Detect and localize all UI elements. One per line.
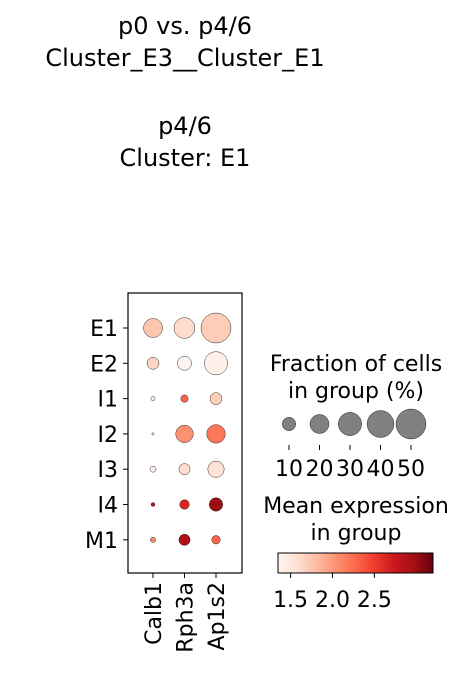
dot-I2-Rph3a — [175, 424, 194, 443]
dot-E2-Rph3a — [177, 356, 192, 371]
size-legend-dot-20 — [309, 414, 330, 434]
colorbar-ticks: 1.5 2.0 2.5 — [273, 573, 392, 613]
row-label-I2: I2 — [98, 423, 119, 448]
colorbar — [277, 552, 434, 574]
dot-I2-Calb1 — [151, 432, 155, 436]
chart-title-line-4: Cluster: E1 — [119, 144, 251, 172]
size-legend-label-10: 10 — [275, 457, 303, 482]
row-label-I3: I3 — [98, 458, 119, 483]
size-legend-title-line-1: Fraction of cells — [270, 352, 442, 377]
dot-E2-Ap1s2 — [204, 351, 228, 376]
chart-title-line-3: p4/6 — [158, 112, 212, 140]
size-legend-dot-40 — [366, 410, 395, 438]
size-legend-label-20: 20 — [306, 457, 334, 482]
column-labels: Calb1 Rph3a Ap1s2 — [142, 573, 230, 653]
size-legend-dot-50 — [395, 408, 427, 440]
dot-I1-Ap1s2 — [209, 392, 223, 405]
chart-title-line-1: p0 vs. p4/6 — [118, 12, 252, 40]
column-label-Calb1: Calb1 — [142, 582, 167, 645]
dot-M1-Rph3a — [178, 533, 191, 546]
dot-I2-Ap1s2 — [206, 424, 226, 444]
colorbar-label-2.5: 2.5 — [357, 588, 392, 613]
size-legend-label-30: 30 — [336, 457, 364, 482]
row-label-E2: E2 — [90, 352, 118, 377]
size-legend-label-50: 50 — [397, 457, 425, 482]
dot-E1-Ap1s2 — [200, 312, 232, 344]
size-legend-label-40: 40 — [367, 457, 395, 482]
color-legend-title-line-2: in group — [311, 521, 402, 546]
column-label-Rph3a: Rph3a — [174, 582, 199, 653]
dot-I4-Ap1s2 — [209, 497, 223, 512]
dot-E2-Calb1 — [146, 357, 160, 370]
row-label-M1: M1 — [85, 529, 118, 554]
dot-I3-Ap1s2 — [207, 460, 225, 478]
size-legend: 10 20 30 40 50 — [275, 408, 427, 482]
dot-I1-Rph3a — [180, 394, 189, 403]
color-legend-title-line-1: Mean expression — [263, 494, 449, 519]
size-legend-dot-10 — [282, 417, 296, 431]
row-label-E1: E1 — [90, 317, 118, 342]
row-label-I1: I1 — [98, 388, 119, 413]
dot-I4-Rph3a — [179, 499, 190, 510]
row-labels: E1 E2 I1 I2 I3 I4 M1 — [85, 317, 128, 554]
colorbar-label-1.5: 1.5 — [273, 588, 308, 613]
size-legend-title-line-2: in group (%) — [288, 379, 424, 404]
dot-I3-Calb1 — [149, 466, 157, 473]
dot-I1-Calb1 — [150, 396, 156, 401]
dot-layer — [143, 312, 232, 546]
dot-M1-Ap1s2 — [211, 535, 221, 545]
dot-I4-Calb1 — [150, 502, 156, 507]
size-legend-dot-30 — [338, 412, 362, 436]
chart-title-line-2: Cluster_E3__Cluster_E1 — [45, 44, 325, 72]
dot-E1-Rph3a — [173, 317, 196, 339]
row-label-I4: I4 — [98, 494, 119, 519]
dot-E1-Calb1 — [143, 318, 163, 338]
column-label-Ap1s2: Ap1s2 — [205, 582, 230, 650]
dot-M1-Calb1 — [150, 537, 156, 543]
colorbar-label-2.0: 2.0 — [315, 588, 350, 613]
dot-I3-Rph3a — [178, 463, 191, 476]
